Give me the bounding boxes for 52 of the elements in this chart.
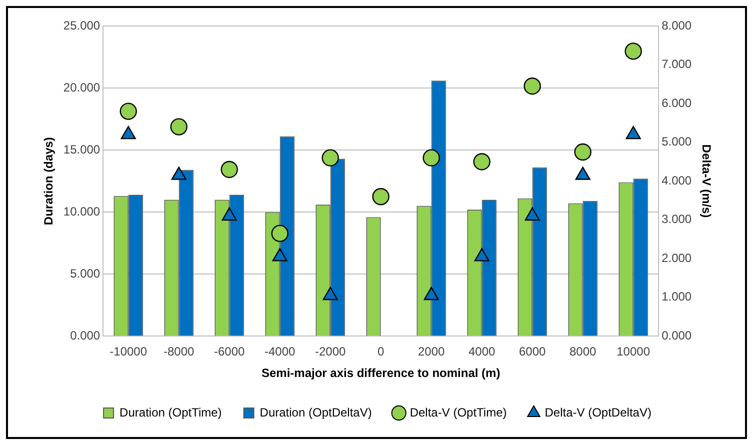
x-tick-label: -8000 [163, 344, 195, 359]
y-tick-label: 20.000 [63, 80, 100, 94]
y2-tick-label: 7.000 [662, 57, 692, 72]
y2-tick-label: 3.000 [662, 212, 692, 226]
point [170, 118, 188, 136]
y-tick-label: 15.000 [63, 142, 100, 156]
y2-tick-label: 0.000 [662, 328, 692, 343]
point [473, 153, 490, 170]
legend-label: Delta-V (OptTime) [410, 405, 507, 420]
x-tick-label: 0 [377, 344, 384, 359]
y2-tick-label: 1.000 [662, 290, 692, 304]
point [322, 149, 339, 166]
y2-tick-label: 2.000 [662, 250, 692, 265]
point [422, 149, 440, 166]
x-tick-label: -10000 [110, 344, 148, 359]
point [171, 166, 186, 180]
legend-label: Delta-V (OptDeltaV) [544, 405, 652, 420]
x-tick-label: -2000 [314, 344, 346, 359]
y-tick-label: 5.000 [70, 266, 100, 280]
y2-axis-title: Delta-V (m/s) [699, 144, 714, 218]
legend-label: Duration (OptDeltaV) [260, 405, 372, 420]
point [624, 42, 642, 60]
x-tick-label: 8000 [569, 344, 596, 359]
x-tick-label: 4000 [468, 344, 496, 359]
y-tick-label: 10.000 [63, 204, 100, 218]
y2-tick-label: 6.000 [662, 96, 692, 110]
point [372, 188, 390, 206]
x-tick-label: 6000 [518, 344, 546, 359]
y-axis-title: Duration (days) [42, 137, 56, 226]
point [524, 207, 540, 221]
point [271, 224, 288, 242]
legend-label: Duration (OptTime) [120, 405, 222, 420]
x-axis-title: Semi-major axis difference to nominal (m) [261, 366, 500, 380]
y-tick-label: 0.000 [70, 328, 100, 343]
y2-tick-label: 5.000 [662, 134, 692, 149]
x-tick-label: -4000 [264, 344, 296, 359]
x-tick-label: 10000 [616, 344, 650, 359]
point [424, 286, 439, 300]
point [120, 102, 137, 120]
point [474, 248, 490, 262]
x-tick-label: -6000 [214, 344, 246, 359]
y2-tick-label: 8.000 [662, 18, 692, 32]
y2-tick-label: 4.000 [662, 173, 692, 188]
point [222, 207, 237, 221]
point [272, 248, 288, 262]
point [220, 160, 238, 178]
y-tick-label: 25.000 [63, 18, 100, 32]
point [575, 166, 590, 180]
point [322, 286, 338, 300]
point [574, 143, 592, 161]
x-tick-label: 2000 [418, 344, 446, 359]
point [524, 78, 541, 95]
